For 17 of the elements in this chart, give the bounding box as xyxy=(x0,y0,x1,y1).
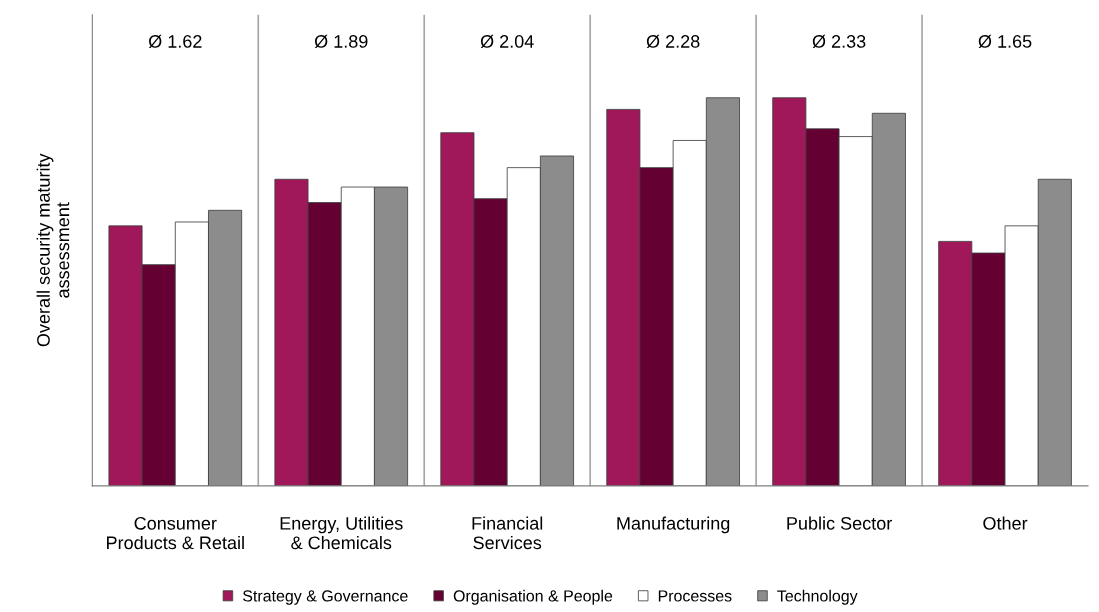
text: Ø 2.28 xyxy=(646,34,700,49)
text: Ø 1.65 xyxy=(978,34,1032,49)
x-tick-label: Other xyxy=(983,516,1028,530)
legend-label: Organisation & People xyxy=(453,589,613,605)
x-tick-label: Financial Services xyxy=(472,516,543,550)
text: Ø 2.33 xyxy=(812,34,866,49)
x-tick-label: Consumer Products & Retail xyxy=(107,516,244,550)
text: Ø 1.89 xyxy=(314,34,368,49)
x-tick-label: Manufacturing xyxy=(617,516,730,534)
x-tick-label: Energy, Utilities & Chemicals xyxy=(280,516,403,550)
legend-label: Strategy & Governance xyxy=(243,590,408,605)
text: Ø 2.04 xyxy=(480,34,534,49)
y-axis-title: Overall security maturity assessment xyxy=(36,153,70,347)
text: Ø 1.62 xyxy=(148,34,202,49)
legend-label: Processes xyxy=(658,590,732,602)
legend-label: Technology xyxy=(777,589,858,605)
x-tick-label: Public Sector xyxy=(787,516,892,530)
